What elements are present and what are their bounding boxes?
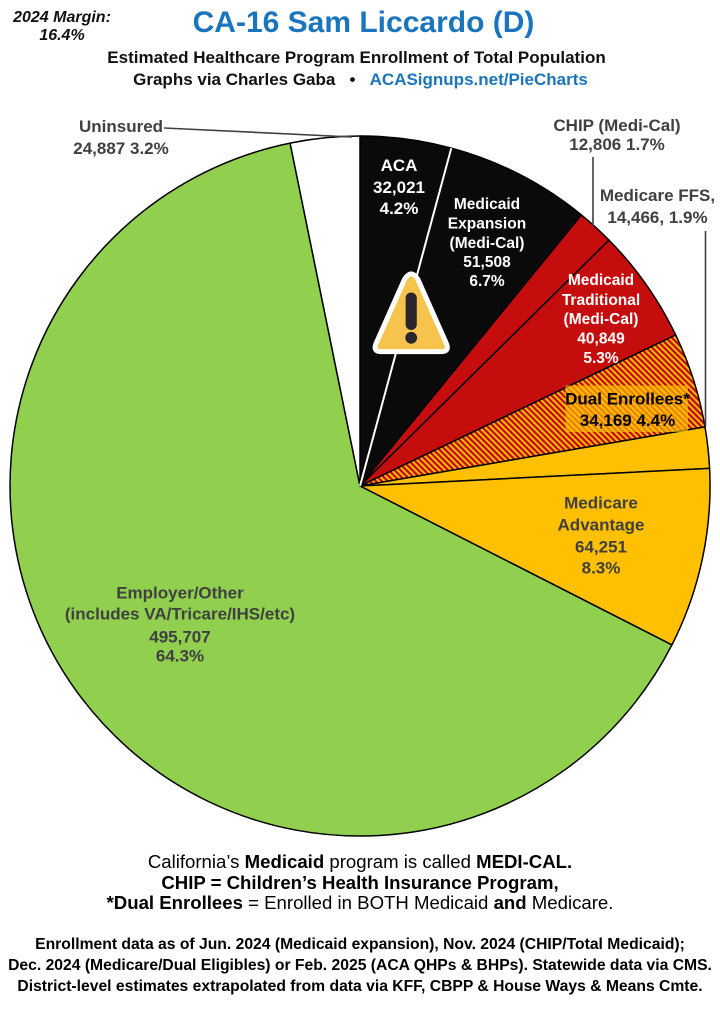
svg-text:64.3%: 64.3%: [156, 647, 204, 666]
svg-text:6.7%: 6.7%: [469, 273, 505, 290]
svg-text:34,169 4.4%: 34,169 4.4%: [580, 411, 675, 430]
svg-text:ACA: ACA: [381, 156, 418, 175]
svg-text:Medicare FFS,: Medicare FFS,: [600, 186, 715, 205]
svg-text:Dual Enrollees*: Dual Enrollees*: [565, 390, 690, 409]
svg-text:40,849: 40,849: [577, 331, 625, 348]
svg-text:4.2%: 4.2%: [380, 199, 419, 218]
svg-text:(Medi-Cal): (Medi-Cal): [450, 235, 525, 252]
svg-text:(includes VA/Tricare/IHS/etc): (includes VA/Tricare/IHS/etc): [65, 605, 295, 624]
svg-text:64,251: 64,251: [575, 538, 627, 557]
svg-text:CHIP (Medi-Cal): CHIP (Medi-Cal): [553, 116, 680, 135]
svg-text:Medicare: Medicare: [564, 494, 638, 513]
svg-text:495,707: 495,707: [149, 628, 210, 647]
svg-text:Uninsured: Uninsured: [79, 117, 163, 136]
svg-text:24,887 3.2%: 24,887 3.2%: [73, 139, 168, 158]
svg-text:Employer/Other: Employer/Other: [116, 584, 244, 603]
svg-text:Medicaid: Medicaid: [454, 196, 520, 213]
svg-text:Medicaid: Medicaid: [568, 272, 634, 289]
svg-text:12,806 1.7%: 12,806 1.7%: [569, 135, 664, 154]
svg-text:5.3%: 5.3%: [583, 350, 619, 367]
svg-text:32,021: 32,021: [373, 178, 425, 197]
svg-text:Advantage: Advantage: [558, 516, 645, 535]
svg-text:8.3%: 8.3%: [582, 559, 621, 578]
svg-text:Traditional: Traditional: [562, 292, 640, 309]
svg-text:51,508: 51,508: [463, 254, 511, 271]
svg-text:Expansion: Expansion: [448, 216, 526, 233]
svg-text:(Medi-Cal): (Medi-Cal): [564, 311, 639, 328]
svg-text:14,466, 1.9%: 14,466, 1.9%: [607, 208, 707, 227]
